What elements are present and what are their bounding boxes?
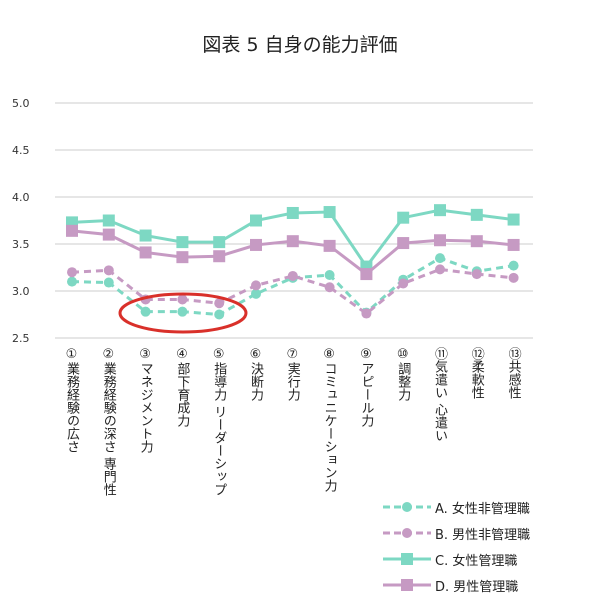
data-point xyxy=(508,260,519,271)
data-point xyxy=(250,214,262,227)
data-point xyxy=(471,269,482,280)
legend-label: D. 男性管理職 xyxy=(435,579,519,595)
legend-item: D. 男性管理職 xyxy=(383,572,530,598)
x-tick-label: ⑥決断力 xyxy=(248,347,263,401)
data-point xyxy=(250,238,262,251)
data-point xyxy=(470,235,483,248)
x-tick-label: ④部下育成力 xyxy=(174,347,190,427)
data-point xyxy=(102,214,115,227)
chart-title: 図表 5 自身の能力評価 xyxy=(202,34,398,56)
legend-marker-icon xyxy=(383,528,431,538)
data-point xyxy=(286,235,299,248)
x-tick-label: ③マネジメント力 xyxy=(137,347,153,453)
data-point xyxy=(213,250,226,263)
data-point xyxy=(251,280,261,291)
data-point xyxy=(435,253,445,264)
legend-label: B. 男性非管理職 xyxy=(435,527,531,543)
data-point xyxy=(139,229,152,242)
data-point xyxy=(176,236,189,249)
highlight-ellipse xyxy=(118,292,248,334)
series-line-0 xyxy=(71,256,514,317)
data-point xyxy=(361,308,372,319)
y-tick-label: 5.0 xyxy=(12,97,30,110)
legend-marker-icon xyxy=(383,502,431,512)
data-point xyxy=(507,238,520,251)
x-tick-label: ⑪気遣い 心遣い xyxy=(432,347,447,443)
data-point xyxy=(251,288,261,299)
data-point xyxy=(214,309,225,320)
data-point xyxy=(286,206,299,219)
data-point xyxy=(397,237,410,250)
x-tick-label: ⑩調整力 xyxy=(395,347,411,401)
data-point xyxy=(102,228,115,241)
data-point xyxy=(177,294,188,305)
legend: A. 女性非管理職 B. 男性非管理職 C. 女性管理職 D. 男性管理職 xyxy=(383,494,530,598)
y-tick-label: 2.5 xyxy=(12,332,30,345)
data-point xyxy=(434,204,446,217)
y-tick-label: 3.0 xyxy=(12,285,30,298)
legend-label: C. 女性管理職 xyxy=(435,553,518,569)
data-point xyxy=(508,272,519,283)
x-tick-label: ②業務経験の深さ 専門性 xyxy=(100,347,116,497)
y-tick-label: 4.5 xyxy=(12,144,30,157)
y-tick-label: 4.0 xyxy=(12,191,30,204)
data-point xyxy=(103,265,114,276)
data-point xyxy=(66,224,78,237)
data-point xyxy=(397,211,410,224)
x-tick-label: ⑫柔軟性 xyxy=(468,347,484,399)
x-tick-label: ⑧コミュニケーション力 xyxy=(321,347,337,492)
x-tick-label: ⑬共感性 xyxy=(505,347,521,399)
legend-item: B. 男性非管理職 xyxy=(383,520,530,546)
data-point xyxy=(324,282,335,293)
data-point xyxy=(176,251,189,264)
data-point xyxy=(287,270,298,281)
data-point xyxy=(323,239,336,252)
x-tick-label: ①業務経験の広さ xyxy=(64,347,79,453)
data-point xyxy=(67,267,77,278)
data-point xyxy=(140,306,151,317)
legend-label: A. 女性非管理職 xyxy=(435,501,530,517)
data-point xyxy=(434,234,446,247)
legend-marker-icon xyxy=(383,579,431,591)
data-point xyxy=(323,206,336,219)
data-point xyxy=(507,213,520,226)
data-point xyxy=(398,278,409,289)
y-tick-label: 3.5 xyxy=(12,238,30,251)
data-point xyxy=(177,306,188,317)
data-point xyxy=(139,246,152,259)
x-tick-label: ⑦実行力 xyxy=(284,347,300,401)
legend-item: C. 女性管理職 xyxy=(383,546,530,572)
x-tick-label: ⑨アピール力 xyxy=(358,347,374,427)
data-point xyxy=(435,264,445,275)
data-point xyxy=(67,276,77,287)
data-point xyxy=(470,208,483,221)
legend-item: A. 女性非管理職 xyxy=(383,494,530,520)
data-point xyxy=(360,268,373,281)
data-point xyxy=(213,236,226,249)
data-point xyxy=(324,270,335,281)
legend-marker-icon xyxy=(383,553,431,565)
x-tick-label: ⑤指導力 リーダーシップ xyxy=(211,347,227,497)
data-point xyxy=(103,277,114,288)
data-point xyxy=(214,298,225,309)
